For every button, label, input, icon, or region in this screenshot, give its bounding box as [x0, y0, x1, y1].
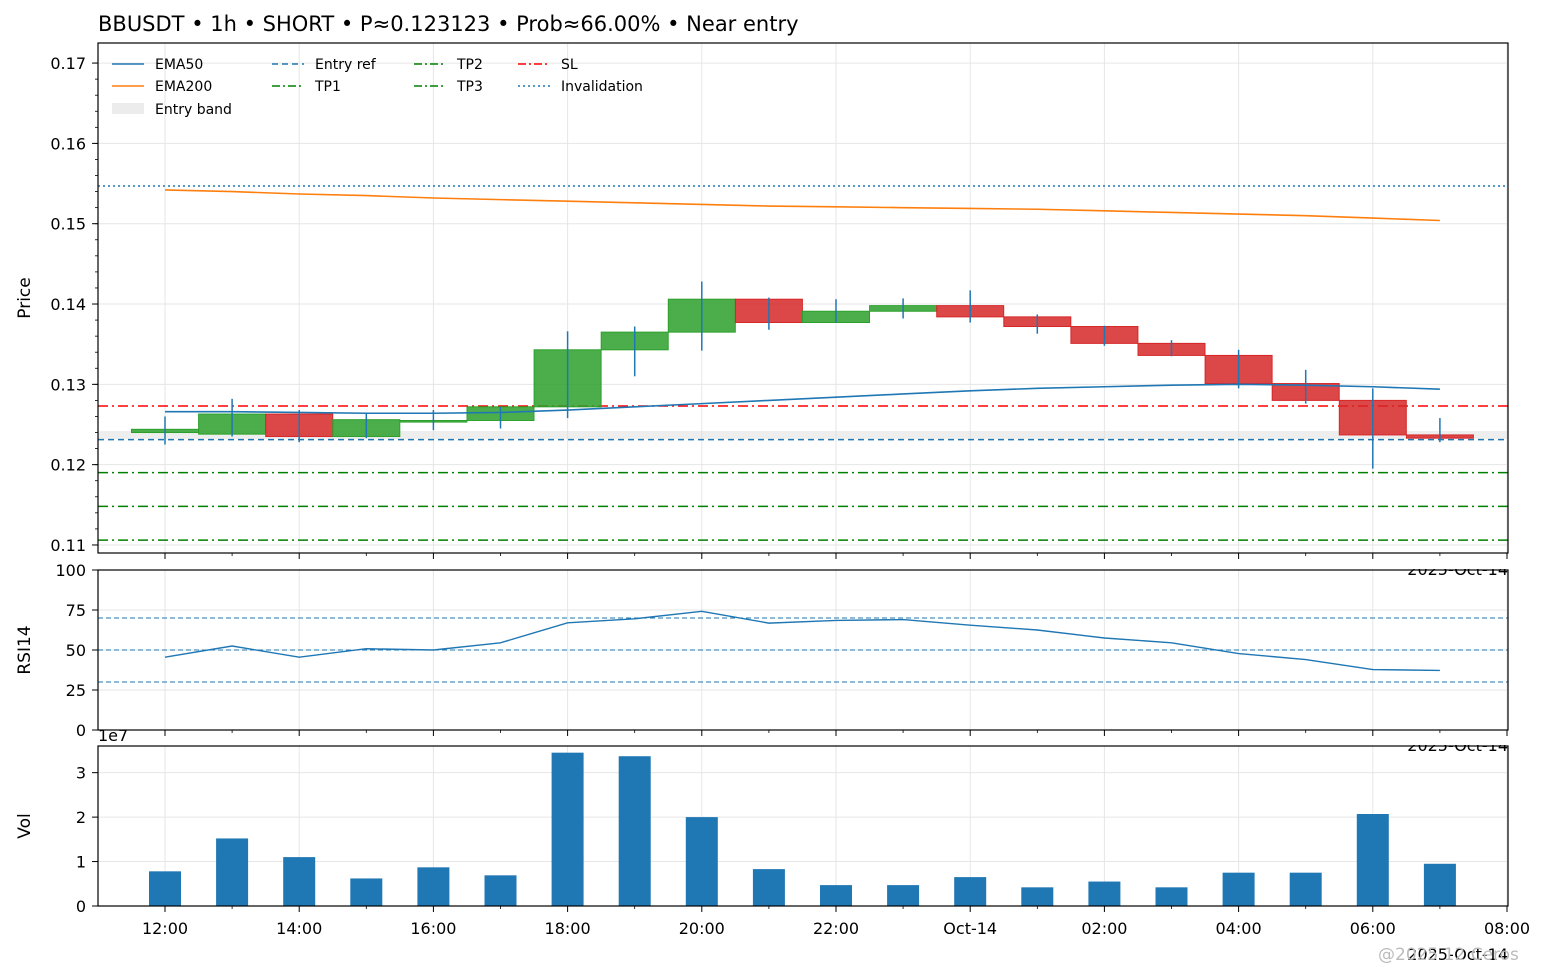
volume-bar [149, 871, 181, 906]
chart-title: BBUSDT • 1h • SHORT • P≈0.123123 • Prob≈… [98, 12, 799, 36]
volume-bar [1021, 887, 1054, 906]
volume-bar [216, 838, 249, 906]
volume-bar [954, 877, 987, 906]
volume-bar [417, 867, 450, 906]
offset-mask [1380, 554, 1508, 569]
series-line-ema50 [165, 383, 1440, 415]
volume-bar [1423, 863, 1456, 906]
price-ytick-label: 0.15 [50, 215, 86, 234]
rsi-ytick-label: 50 [66, 641, 86, 660]
xtick-label: 04:00 [1216, 919, 1262, 938]
legend-label: Entry ref [315, 57, 377, 73]
xtick-label: 16:00 [410, 919, 456, 938]
legend-label: TP1 [314, 79, 341, 95]
price-ytick-label: 0.16 [50, 134, 86, 153]
vol-multiplier-label: 1e7 [98, 726, 128, 745]
vol-ytick-label: 0 [76, 897, 86, 916]
price-axis-label: Price [15, 277, 35, 318]
vol-axes-frame [97, 745, 1509, 907]
legend-label: Entry band [155, 102, 232, 118]
price-ytick-label: 0.11 [50, 536, 86, 555]
price-ytick-label: 0.13 [50, 375, 86, 394]
legend-label: TP3 [456, 79, 483, 95]
price-ytick-label: 0.17 [50, 54, 86, 73]
volume-bar [1088, 881, 1121, 906]
volume-bar [1155, 887, 1188, 906]
xtick-label: 14:00 [276, 919, 322, 938]
legend-swatch-entry-band [112, 103, 144, 114]
legend-label: EMA200 [155, 79, 212, 95]
xtick-label: 06:00 [1350, 919, 1396, 938]
volume-bar [484, 875, 517, 906]
xtick-label: 22:00 [813, 919, 859, 938]
xtick-label: 20:00 [679, 919, 725, 938]
rsi-ytick-label: 0 [76, 721, 86, 740]
vol-ytick-label: 1 [76, 853, 86, 872]
volume-bar [551, 752, 584, 906]
volume-bar [350, 878, 383, 906]
rsi-axis-label: RSI14 [15, 625, 35, 674]
vol-ytick-label: 2 [76, 808, 86, 827]
volume-bar [820, 885, 852, 906]
vol-date-offset-label: 2025-Oct-14 [1407, 945, 1508, 964]
entry-band [98, 430, 1508, 439]
volume-bar [283, 857, 316, 906]
watermark-text: @2025 12 Ceros [1378, 945, 1519, 965]
xtick-label: 18:00 [545, 919, 591, 938]
rsi-line [164, 610, 1440, 672]
volume-bar [618, 756, 651, 906]
price-ytick-label: 0.12 [50, 456, 86, 475]
volume-bar [887, 885, 920, 906]
legend-label: SL [561, 57, 578, 73]
price-ytick-label: 0.14 [50, 295, 86, 314]
legend-label: EMA50 [155, 57, 203, 73]
offset-mask [1380, 731, 1508, 745]
volume-bar [1289, 872, 1322, 906]
rsi-ytick-label: 100 [55, 561, 86, 580]
volume-bar [1222, 872, 1255, 906]
legend-label: TP2 [456, 57, 483, 73]
rsi-ytick-label: 75 [66, 601, 86, 620]
xtick-label: 08:00 [1484, 919, 1530, 938]
xtick-label: 12:00 [142, 919, 188, 938]
volume-bar [1356, 814, 1389, 906]
xtick-label: Oct-14 [943, 919, 997, 938]
vol-ytick-label: 3 [76, 764, 86, 783]
vol-axis-label: Vol [15, 813, 35, 838]
volume-bar [752, 869, 785, 906]
series-line-ema200 [164, 189, 1440, 222]
legend-label: Invalidation [561, 79, 643, 95]
volume-bar [685, 817, 718, 906]
xtick-label: 02:00 [1081, 919, 1127, 938]
rsi-ytick-label: 25 [66, 681, 86, 700]
price-axes-frame [97, 42, 1509, 554]
